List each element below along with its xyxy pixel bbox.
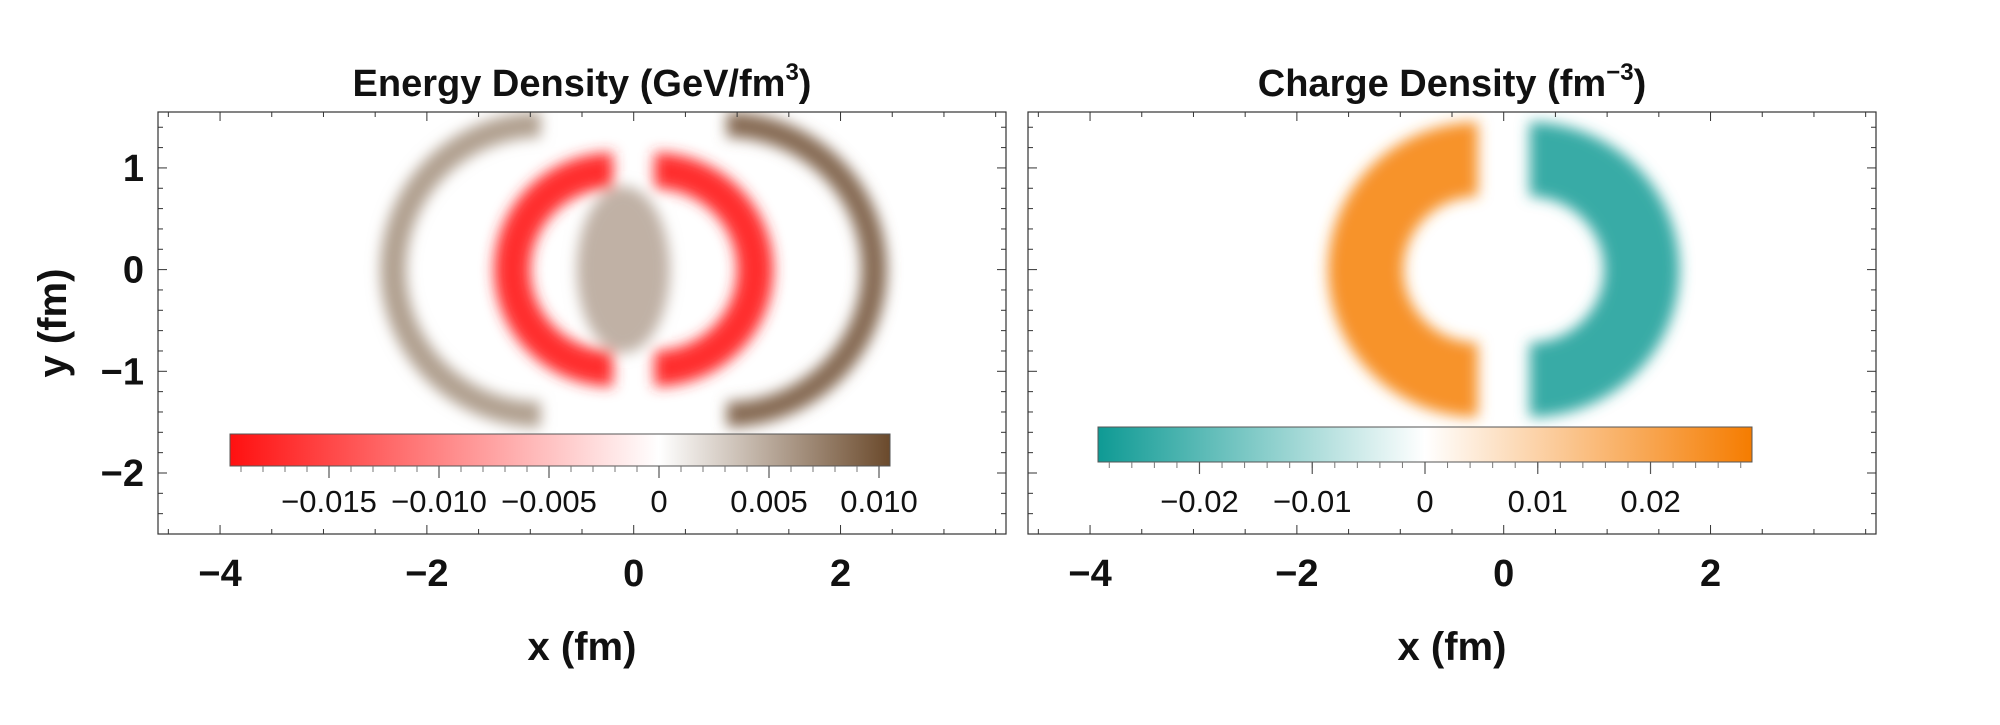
colorbar-tick-label: −0.01 xyxy=(1273,484,1351,519)
colorbar-tick-label: 0 xyxy=(1416,484,1433,519)
y-tick-label: −1 xyxy=(101,351,144,393)
colorbar-tick-label: 0.010 xyxy=(840,484,918,519)
colorbar-tick-label: −0.010 xyxy=(391,484,487,519)
y-tick-label: −2 xyxy=(101,453,144,495)
density-layer xyxy=(380,112,888,428)
x-tick-label: −2 xyxy=(405,553,448,595)
colorbar-tick-label: −0.005 xyxy=(501,484,597,519)
density-feature-3 xyxy=(494,152,614,387)
x-axis-label: x (fm) xyxy=(528,625,637,669)
colorbar-tick-label: 0.01 xyxy=(1508,484,1568,519)
density-feature-2 xyxy=(1529,122,1680,418)
chart-title: Charge Density (fm−3) xyxy=(1258,59,1646,105)
x-tick-label: 0 xyxy=(623,553,644,595)
colorbar-tick-label: −0.015 xyxy=(281,484,377,519)
x-tick-label: −2 xyxy=(1275,553,1318,595)
density-feature-1 xyxy=(380,112,541,428)
density-feature-2 xyxy=(726,112,888,428)
y-tick-label: 1 xyxy=(123,148,144,190)
panel-1: −4 −2 0 2 1 0 −1 −2 x (fm) y (fm) Energy Density (… xyxy=(31,59,1007,669)
x-tick-label: 2 xyxy=(830,553,851,595)
density-layer xyxy=(1327,122,1680,418)
colorbar xyxy=(229,433,891,467)
x-tick-label: 2 xyxy=(1700,553,1721,595)
y-axis-label: y (fm) xyxy=(31,269,75,378)
x-tick-label: −4 xyxy=(1068,553,1111,595)
y-tick-label: 0 xyxy=(123,250,144,292)
density-map xyxy=(1327,122,1680,418)
density-feature-1 xyxy=(1327,122,1478,418)
colorbar xyxy=(1097,426,1753,463)
colorbar-tick-label: −0.02 xyxy=(1160,484,1238,519)
x-tick-label: −4 xyxy=(198,553,241,595)
panel-2: −4 −2 0 2 x (fm) Charge Density (fm−3) −0.02 −0… xyxy=(1027,59,1877,669)
density-feature-5 xyxy=(576,186,670,353)
x-tick-label: 0 xyxy=(1493,553,1514,595)
colorbar-tick-label: 0.005 xyxy=(730,484,808,519)
density-map xyxy=(380,112,888,428)
colorbar-tick-label: 0 xyxy=(650,484,667,519)
x-axis-label: x (fm) xyxy=(1398,625,1507,669)
colorbar-tick-label: 0.02 xyxy=(1620,484,1680,519)
density-feature-4 xyxy=(654,152,774,387)
chart-title: Energy Density (GeV/fm3) xyxy=(353,59,812,105)
